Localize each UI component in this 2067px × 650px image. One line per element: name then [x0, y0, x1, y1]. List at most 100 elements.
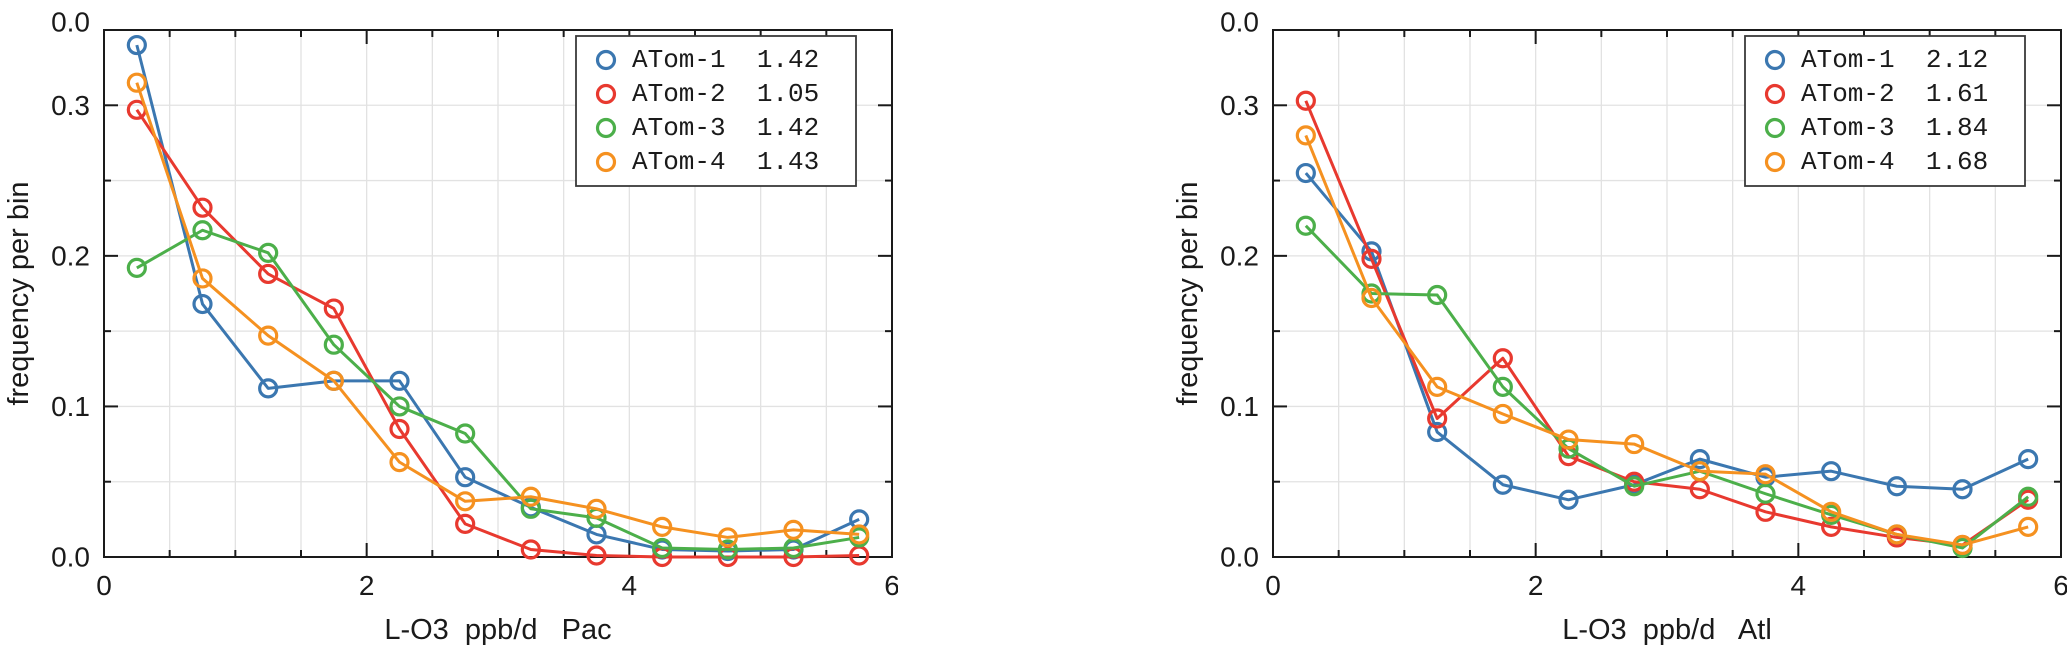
series-atom-4 [1295, 125, 2039, 556]
series-line-atom-2 [1304, 100, 2030, 547]
tick-labels: 0 2 4 6 0.0 0.1 0.2 0.3 0.0 [1220, 7, 2067, 602]
y-tick-label: 0.2 [51, 240, 90, 271]
legend-entry: ATom-1 2.12 [1801, 45, 1988, 75]
data-point-marker [258, 378, 279, 399]
data-point-marker [126, 72, 147, 93]
data-point-marker [520, 539, 541, 560]
data-point-marker [783, 519, 804, 540]
data-point-marker [1689, 449, 1710, 470]
legend-entry: ATom-4 1.68 [1801, 147, 1988, 177]
legend-marker-atom-2 [1764, 83, 1786, 105]
data-point-marker [1295, 125, 1316, 146]
legend-entry: ATom-3 1.84 [1801, 113, 1988, 143]
legend-marker-atom-3 [1764, 117, 1786, 139]
data-point-marker [126, 34, 147, 56]
data-point-marker [2018, 486, 2039, 507]
data-point-marker [717, 539, 738, 560]
data-point-marker [389, 396, 410, 417]
data-point-marker [520, 486, 541, 507]
x-tick-label: 2 [359, 570, 375, 601]
data-point-marker [1886, 524, 1907, 545]
axes [103, 29, 893, 558]
data-point-marker [455, 467, 476, 488]
pac-frequency-chart: 0 2 4 6 0.0 0.1 0.2 0.3 0.0 L-O3 ppb/d Pac frequen… [3, 7, 898, 647]
legend-entry: ATom-2 1.61 [1801, 79, 1988, 109]
data-point-marker [455, 513, 476, 534]
data-point-marker [849, 524, 870, 545]
data-point-marker [455, 423, 476, 444]
legend: ATom-1 1.42 ATom-2 1.05 ATom-3 1.42 ATom-4 … [575, 35, 857, 187]
cropped-upper-panel-tick-label: 0.0 [51, 7, 90, 38]
x-tick-label: 4 [622, 570, 638, 601]
data-point-marker [389, 452, 410, 473]
data-point-marker [2018, 449, 2039, 470]
data-point-marker [192, 293, 213, 315]
data-point-marker [586, 545, 607, 566]
legend-marker-atom-1 [1764, 49, 1786, 71]
data-point-marker [1427, 408, 1448, 429]
data-point-marker [1821, 501, 1842, 522]
y-tick-label: 0.0 [1220, 542, 1259, 573]
y-axis-label: frequency per bin [1172, 181, 1204, 405]
data-point-marker [1295, 162, 1316, 184]
x-tick-label: 4 [1791, 570, 1807, 601]
legend-marker-atom-3 [595, 117, 617, 139]
data-point-marker [323, 298, 344, 319]
data-point-marker [1952, 534, 1973, 556]
y-tick-label: 0.2 [1220, 240, 1259, 271]
x-axis-label: L-O3 ppb/d Pac [384, 614, 611, 646]
x-tick-label: 0 [1265, 570, 1281, 601]
legend-marker-atom-4 [1764, 151, 1786, 173]
data-point-marker [1952, 479, 1973, 500]
data-point-marker [2018, 516, 2039, 537]
series-atom-3 [126, 220, 870, 560]
data-point-marker [192, 197, 213, 218]
y-axis-label: frequency per bin [3, 181, 35, 405]
y-tick-label: 0.3 [1220, 90, 1259, 121]
data-point-marker [652, 537, 673, 559]
data-point-marker [192, 268, 213, 289]
data-point-marker [323, 334, 344, 355]
legend-entry: ATom-2 1.05 [632, 79, 819, 109]
data-point-marker [389, 370, 410, 391]
data-point-marker [1492, 376, 1513, 397]
data-point-marker [258, 325, 279, 346]
y-tick-label: 0.1 [51, 391, 90, 422]
data-point-marker [1361, 248, 1382, 269]
tick-labels: 0 2 4 6 0.0 0.1 0.2 0.3 0.0 [51, 7, 898, 602]
data-point-marker [652, 516, 673, 537]
data-point-marker [1427, 376, 1448, 397]
legend-box [1744, 35, 2026, 187]
x-tick-label: 6 [2053, 570, 2067, 601]
legend-marker-atom-1 [595, 49, 617, 71]
data-point-marker [1558, 429, 1579, 450]
data-point-marker [1755, 483, 1776, 504]
data-point-marker [1295, 215, 1316, 236]
legend-entry: ATom-1 1.42 [632, 45, 819, 75]
data-point-marker [1821, 516, 1842, 537]
data-point-marker [1492, 348, 1513, 369]
axes [1272, 29, 2062, 558]
data-point-marker [520, 498, 541, 519]
data-point-marker [323, 370, 344, 391]
data-point-marker [1624, 476, 1645, 497]
series-line-atom-1 [135, 44, 860, 553]
y-tick-label: 0.0 [51, 542, 90, 573]
y-tick-label: 0.1 [1220, 391, 1259, 422]
data-point-marker [1427, 284, 1448, 306]
data-point-marker [1755, 464, 1776, 485]
data-point-marker [1821, 461, 1842, 482]
data-point-marker [258, 263, 279, 285]
data-point-marker [455, 491, 476, 512]
series-line-atom-2 [135, 108, 860, 559]
data-point-marker [1624, 433, 1645, 455]
legend-marker-atom-2 [595, 83, 617, 105]
legend-entry: ATom-4 1.43 [632, 147, 819, 177]
y-tick-label: 0.3 [51, 90, 90, 121]
data-point-marker [1689, 461, 1710, 482]
series-atom-4 [126, 72, 870, 548]
series-line-atom-4 [1304, 134, 2029, 547]
legend-entry: ATom-3 1.42 [632, 113, 819, 143]
data-point-marker [1492, 474, 1513, 495]
data-point-marker [1886, 476, 1907, 497]
